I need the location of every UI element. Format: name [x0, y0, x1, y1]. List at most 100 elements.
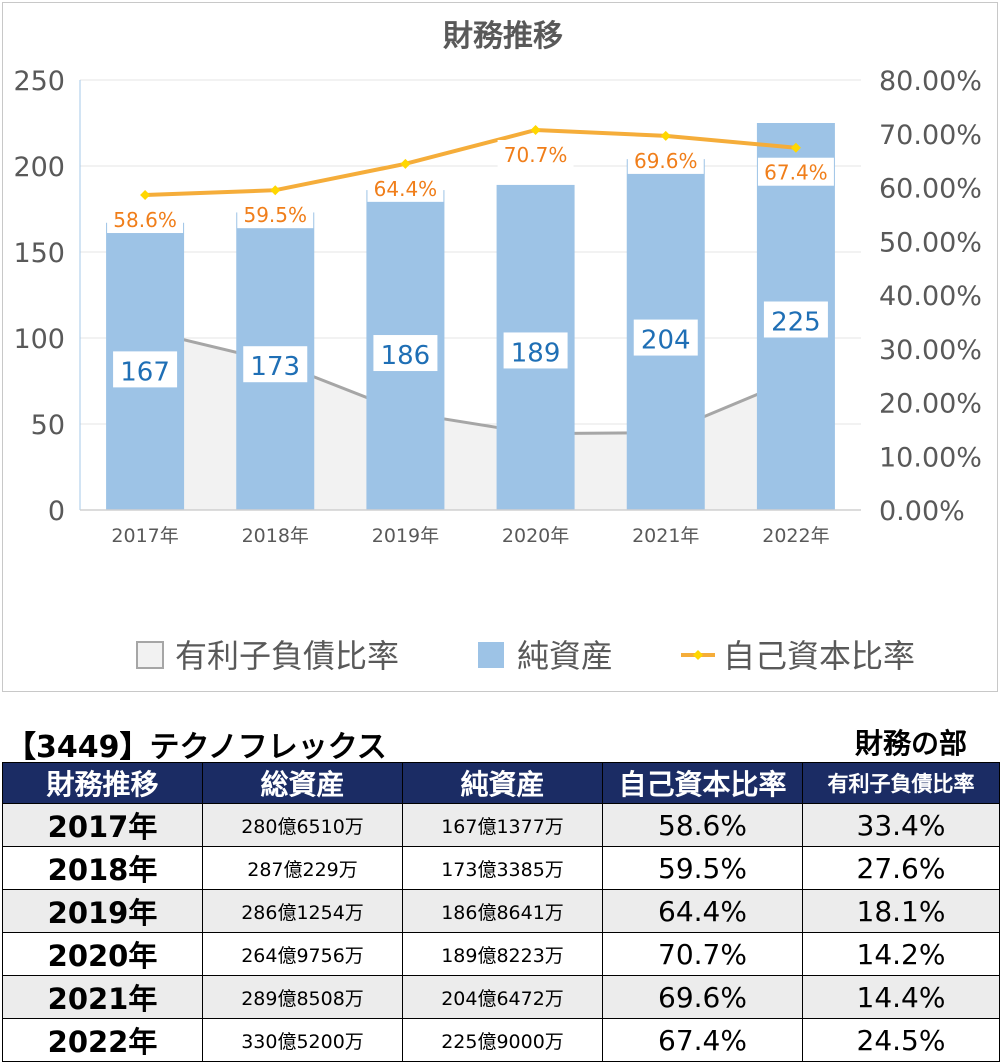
y2-axis-tick-label: 30.00%: [879, 335, 982, 366]
company-name: 【3449】テクノフレックス: [6, 730, 387, 765]
header-cell: 純資産: [402, 762, 603, 804]
y-axis-tick-label: 100: [13, 324, 65, 355]
equity-ratio-point: [140, 190, 151, 201]
line-label-box: [367, 173, 444, 202]
net-assets-cell: 173億3385万: [402, 846, 603, 890]
line-label-box: [107, 205, 184, 234]
table-row: 2017年 280億6510万 167億1377万 58.6% 33.4%: [2, 803, 1000, 847]
header-cell: 財務推移: [2, 762, 203, 804]
y2-axis-tick-label: 70.00%: [879, 120, 982, 151]
equity-ratio-cell: 59.5%: [602, 846, 803, 890]
line-value-label: 70.7%: [504, 143, 568, 167]
total-assets-cell: 286億1254万: [202, 889, 403, 933]
equity-ratio-line: [145, 127, 797, 198]
legend-label: 有利子負債比率: [175, 637, 399, 675]
table-row: 2018年 287億229万 173億3385万 59.5% 27.6%: [2, 846, 1000, 890]
year-cell: 2022年: [2, 1018, 203, 1062]
equity-ratio-point: [530, 124, 541, 135]
line-value-label: 69.6%: [634, 149, 698, 173]
y-axis-tick-label: 150: [13, 238, 65, 269]
legend-swatch-area: [136, 641, 164, 669]
equity-ratio-point: [270, 185, 281, 196]
header-cell: 自己資本比率: [602, 762, 803, 804]
debt-ratio-cell: 14.4%: [802, 975, 1000, 1019]
y-axis-tick-label: 0: [48, 496, 65, 527]
net-assets-cell: 189億8223万: [402, 932, 603, 976]
total-assets-cell: 264億9756万: [202, 932, 403, 976]
total-assets-cell: 287億229万: [202, 846, 403, 890]
bar-value-label: 204: [641, 326, 691, 356]
x-axis-tick-label: 2020年: [502, 525, 569, 547]
bar-value-label: 167: [120, 357, 170, 387]
table-header-row: 財務推移 総資産 純資産 自己資本比率 有利子負債比率: [2, 762, 1000, 804]
total-assets-cell: 289億8508万: [202, 975, 403, 1019]
y2-axis-tick-label: 10.00%: [879, 442, 982, 473]
total-assets-cell: 330億5200万: [202, 1018, 403, 1062]
debt-ratio-cell: 14.2%: [802, 932, 1000, 976]
net-assets-cell: 204億6472万: [402, 975, 603, 1019]
y2-axis-tick-label: 60.00%: [879, 174, 982, 205]
bar-value-label: 189: [511, 338, 561, 368]
y2-axis-tick-label: 40.00%: [879, 281, 982, 312]
year-cell: 2020年: [2, 932, 203, 976]
table-row: 2021年 289億8508万 204億6472万 69.6% 14.4%: [2, 975, 1000, 1019]
finance-chart: 財務推移 0 50 100 150 200 250 0.00% 10.00% 20.00% 30.0…: [13, 19, 982, 675]
debt-ratio-cell: 33.4%: [802, 803, 1000, 847]
table-heading-row: 【3449】テクノフレックス 財務の部: [0, 722, 1001, 765]
line-label-box: [627, 145, 704, 174]
total-assets-cell: 280億6510万: [202, 803, 403, 847]
x-axis-tick-label: 2019年: [372, 525, 439, 547]
x-axis-tick-label: 2018年: [242, 525, 309, 547]
line-label-box: [237, 200, 314, 229]
bar-label-box: [113, 351, 178, 388]
y-axis-tick-label: 50: [31, 410, 65, 441]
y2-axis-tick-label: 80.00%: [879, 66, 982, 97]
finance-table: 財務推移 総資産 純資産 自己資本比率 有利子負債比率 2017年 280億65…: [2, 762, 1000, 1062]
bar-label-box: [373, 335, 438, 372]
net-assets-cell: 186億8641万: [402, 889, 603, 933]
table-row: 2022年 330億5200万 225億9000万 67.4% 24.5%: [2, 1018, 1000, 1062]
line-value-label: 58.6%: [113, 208, 177, 232]
equity-ratio-point: [660, 130, 671, 141]
legend-label: 自己資本比率: [723, 637, 915, 675]
equity-ratio-point: [400, 158, 411, 169]
line-label-box: [497, 139, 574, 168]
bar-label-box: [763, 301, 828, 338]
x-axis-tick-label: 2021年: [632, 525, 699, 547]
debt-ratio-cell: 24.5%: [802, 1018, 1000, 1062]
bar-label-box: [243, 346, 308, 383]
equity-ratio-cell: 58.6%: [602, 803, 803, 847]
year-cell: 2021年: [2, 975, 203, 1019]
bar-label-box: [503, 332, 568, 369]
bar-value-label: 186: [381, 341, 431, 371]
legend-swatch-bar: [478, 642, 504, 668]
y-axis-tick-label: 200: [13, 152, 65, 183]
net-assets-cell: 225億9000万: [402, 1018, 603, 1062]
legend-label: 純資産: [517, 637, 613, 675]
debt-ratio-cell: 18.1%: [802, 889, 1000, 933]
y2-axis-tick-label: 20.00%: [879, 389, 982, 420]
line-value-label: 59.5%: [243, 203, 307, 227]
line-value-label: 64.4%: [374, 177, 438, 201]
line-value-label: 67.4%: [764, 161, 828, 185]
chart-panel: 財務推移 0 50 100 150 200 250 0.00% 10.00% 20.00% 30.0…: [2, 2, 998, 692]
y2-axis-tick-label: 50.00%: [879, 227, 982, 258]
bar-label-box: [633, 319, 698, 356]
chart-title: 財務推移: [443, 19, 563, 54]
equity-ratio-cell: 64.4%: [602, 889, 803, 933]
year-cell: 2019年: [2, 889, 203, 933]
net-assets-cell: 167億1377万: [402, 803, 603, 847]
legend-swatch-marker: [693, 650, 703, 660]
x-axis-tick-label: 2017年: [111, 525, 178, 547]
header-cell: 有利子負債比率: [802, 762, 1000, 804]
x-axis-tick-label: 2022年: [762, 525, 829, 547]
y-axis-tick-label: 250: [13, 66, 65, 97]
equity-ratio-cell: 70.7%: [602, 932, 803, 976]
debt-ratio-cell: 27.6%: [802, 846, 1000, 890]
table-row: 2019年 286億1254万 186億8641万 64.4% 18.1%: [2, 889, 1000, 933]
equity-ratio-point: [790, 142, 801, 153]
y2-axis-tick-label: 0.00%: [879, 496, 965, 527]
bar-value-label: 225: [771, 308, 821, 338]
section-title: 財務の部: [854, 727, 967, 760]
bar-value-label: 173: [250, 352, 300, 382]
